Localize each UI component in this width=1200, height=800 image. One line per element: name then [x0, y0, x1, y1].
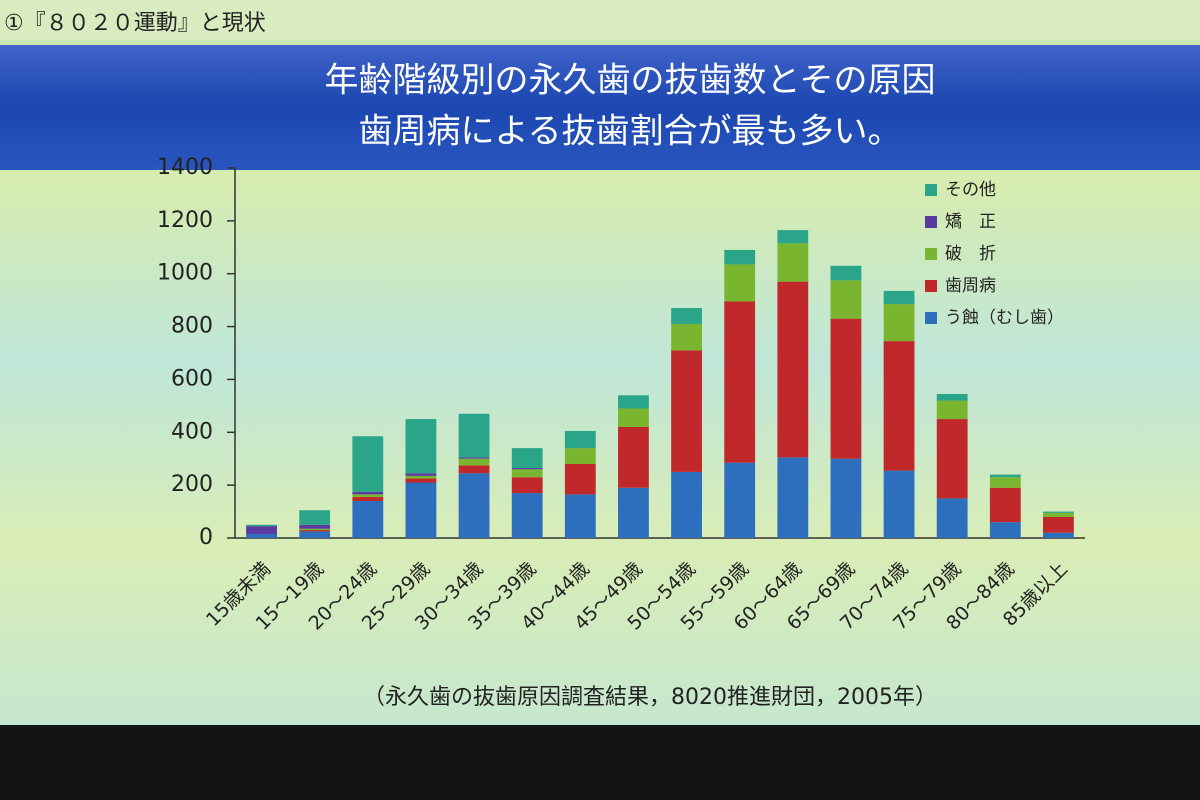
- bar-segment: [299, 528, 331, 531]
- legend-label: 破 折: [945, 244, 996, 264]
- bar-segment: [564, 448, 596, 464]
- legend-label: 歯周病: [945, 276, 996, 296]
- y-tick-label: 200: [171, 472, 213, 497]
- bar-segment: [405, 478, 437, 483]
- legend-swatch: [925, 280, 937, 292]
- bar-segment: [830, 318, 862, 459]
- bar-segment: [564, 494, 596, 538]
- bar-segment: [405, 473, 437, 476]
- bar-segment: [299, 531, 331, 538]
- bar-segment: [936, 393, 968, 401]
- bar-segment: [1043, 512, 1074, 517]
- bar-segment: [989, 477, 1021, 488]
- bar-segment: [352, 501, 384, 538]
- bar-segment: [405, 482, 437, 538]
- bar-segment: [724, 264, 756, 302]
- y-tick-label: 1000: [157, 261, 213, 286]
- bar-segment: [936, 498, 968, 538]
- bar-segment: [511, 477, 543, 494]
- bar-segment: [671, 323, 702, 351]
- bar-segment: [352, 497, 384, 501]
- bar-segment: [618, 408, 649, 427]
- legend-label: う蝕（むし歯）: [945, 308, 1064, 328]
- title-band: [0, 45, 1200, 170]
- bar-segment: [299, 524, 331, 529]
- bar-segment: [405, 475, 437, 479]
- y-tick-label: 800: [171, 314, 213, 339]
- bar-segment: [1043, 511, 1074, 513]
- bar-segment: [830, 265, 862, 281]
- bar-segment: [777, 281, 809, 458]
- bar-segment: [989, 487, 1021, 523]
- bar-segment: [671, 471, 702, 538]
- bar-segment: [511, 448, 543, 468]
- bar-segment: [618, 395, 649, 409]
- source-note: （永久歯の抜歯原因調査結果，8020推進財団，2005年）: [363, 685, 937, 710]
- bar-segment: [511, 493, 543, 538]
- y-tick-label: 600: [171, 366, 213, 391]
- bar-segment: [724, 462, 756, 538]
- bar-segment: [777, 457, 809, 538]
- bar-segment: [1043, 516, 1074, 533]
- legend-label: 矯 正: [945, 212, 996, 232]
- bar-segment: [883, 304, 915, 342]
- bar-segment: [830, 280, 862, 319]
- bar-segment: [458, 473, 490, 538]
- y-tick-label: 400: [171, 419, 213, 444]
- bar-segment: [777, 243, 809, 282]
- bar-segment: [1043, 532, 1074, 538]
- bar-segment: [989, 522, 1021, 538]
- bar-segment: [458, 465, 490, 474]
- bar-segment: [724, 249, 756, 265]
- bar-segment: [936, 400, 968, 420]
- bar-segment: [405, 419, 437, 474]
- bar-segment: [564, 430, 596, 449]
- bar-segment: [671, 350, 702, 472]
- legend-swatch: [925, 248, 937, 260]
- bar-segment: [618, 427, 649, 488]
- bar-segment: [458, 413, 490, 458]
- bar-segment: [671, 308, 702, 324]
- slide-header: ①『８０２０運動』と現状: [4, 11, 266, 36]
- bar-segment: [458, 458, 490, 466]
- bar-segment: [458, 457, 490, 459]
- legend-swatch: [925, 312, 937, 324]
- y-tick-label: 1200: [157, 208, 213, 233]
- bar-segment: [724, 301, 756, 463]
- legend-swatch: [925, 184, 937, 196]
- bar-segment: [246, 524, 277, 527]
- legend-label: その他: [945, 180, 996, 200]
- bar-segment: [246, 526, 277, 535]
- bar-segment: [564, 464, 596, 495]
- bar-segment: [352, 436, 384, 492]
- bar-segment: [883, 290, 915, 305]
- bar-segment: [989, 474, 1021, 478]
- header-strip: [0, 0, 1200, 40]
- bar-segment: [883, 341, 915, 471]
- bar-segment: [246, 534, 277, 538]
- bar-segment: [299, 530, 331, 532]
- bar-segment: [618, 487, 649, 538]
- y-tick-label: 0: [199, 525, 213, 550]
- y-tick-label: 1400: [157, 155, 213, 180]
- bar-segment: [511, 469, 543, 478]
- bar-segment: [936, 419, 968, 499]
- bar-segment: [352, 491, 384, 495]
- bar-segment: [830, 458, 862, 538]
- chart-title: 年齢階級別の永久歯の抜歯数とその原因: [325, 61, 936, 101]
- bar-segment: [352, 494, 384, 498]
- chart-subtitle: 歯周病による抜歯割合が最も多い。: [359, 112, 902, 152]
- bar-segment: [299, 510, 331, 525]
- bar-segment: [511, 467, 543, 470]
- legend-swatch: [925, 216, 937, 228]
- bar-segment: [777, 230, 809, 244]
- bar-segment: [883, 470, 915, 538]
